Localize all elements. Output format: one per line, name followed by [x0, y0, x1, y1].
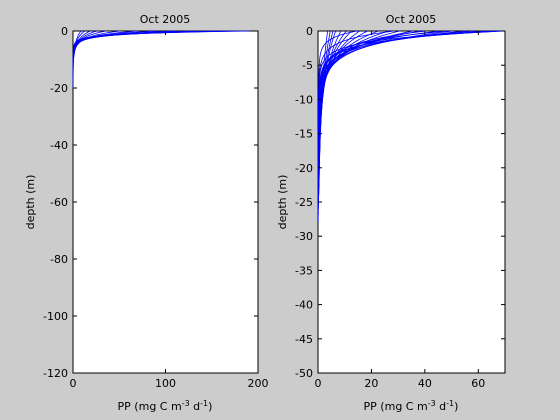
left-y-tick-label--80: -80 [50, 253, 68, 266]
left-x-label-end: ) [208, 400, 212, 413]
right-plot: Oct 2005 0 20 40 60 -50-45-40-35-30-25-20-1… [276, 13, 506, 414]
left-x-tick-label-0: 0 [70, 377, 77, 390]
right-profile-line-26 [317, 30, 448, 175]
left-x-label-mid: d [190, 400, 200, 413]
right-plot-title: Oct 2005 [386, 13, 437, 26]
right-plot-area [317, 30, 506, 374]
right-x-tick-label-20: 20 [364, 377, 378, 390]
left-profile-line-14 [73, 30, 82, 54]
right-x-label-end: ) [454, 400, 458, 413]
left-plot-y-label: depth (m) [24, 175, 37, 230]
right-y-tick-label--30: -30 [295, 230, 313, 243]
left-y-tick-label--120: -120 [43, 367, 68, 380]
right-profile-line-23 [318, 30, 329, 182]
left-plot-area [72, 30, 259, 374]
left-y-tick-label--60: -60 [50, 196, 68, 209]
left-x-label-sup1: -3 [182, 399, 190, 408]
left-y-tick-label-0: 0 [61, 25, 68, 38]
left-plot-title: Oct 2005 [140, 13, 191, 26]
right-y-tick-label--40: -40 [295, 299, 313, 312]
left-x-tick-label-200: 200 [248, 377, 269, 390]
left-plot: Oct 2005 0 100 200 -120 -100 -80 -60 -40 -20 0 P… [24, 13, 269, 413]
left-x-label-main: PP (mg C m [118, 400, 182, 413]
right-y-tick-label--20: -20 [295, 162, 313, 175]
right-y-tick-label-0: 0 [306, 25, 313, 38]
right-y-tick-label--25: -25 [295, 196, 313, 209]
right-plot-lines [317, 30, 506, 223]
left-y-tick-label--20: -20 [50, 82, 68, 95]
left-x-tick-label-100: 100 [155, 377, 176, 390]
left-x-label-sup2: -1 [200, 399, 208, 408]
left-y-tick-label--40: -40 [50, 139, 68, 152]
right-x-tick-label-40: 40 [418, 377, 432, 390]
right-x-label-mid: d [436, 400, 446, 413]
right-x-label-main: PP (mg C m [364, 400, 428, 413]
right-x-label-sup2: -1 [446, 399, 454, 408]
right-plot-x-label: PP (mg C m-3 d-1) [364, 399, 459, 414]
right-x-tick-label-0: 0 [315, 377, 322, 390]
right-y-tick-label--5: -5 [302, 59, 313, 72]
left-plot-lines [72, 30, 250, 88]
right-plot-y-ticks: -50-45-40-35-30-25-20-15-10-50 [295, 25, 505, 380]
right-y-tick-label--15: -15 [295, 128, 313, 141]
right-x-tick-label-60: 60 [471, 377, 485, 390]
left-plot-y-ticks: -120 -100 -80 -60 -40 -20 0 [43, 25, 258, 380]
right-y-tick-label--50: -50 [295, 367, 313, 380]
right-x-label-sup1: -3 [428, 399, 436, 408]
left-plot-x-label: PP (mg C m-3 d-1) [118, 399, 213, 414]
right-y-tick-label--45: -45 [295, 333, 313, 346]
left-plot-x-ticks: 0 100 200 [70, 31, 269, 390]
right-y-tick-label--35: -35 [295, 264, 313, 277]
right-y-tick-label--10: -10 [295, 93, 313, 106]
right-plot-y-label: depth (m) [276, 175, 289, 230]
right-plot-x-ticks: 0 20 40 60 [315, 31, 485, 390]
left-y-tick-label--100: -100 [43, 310, 68, 323]
